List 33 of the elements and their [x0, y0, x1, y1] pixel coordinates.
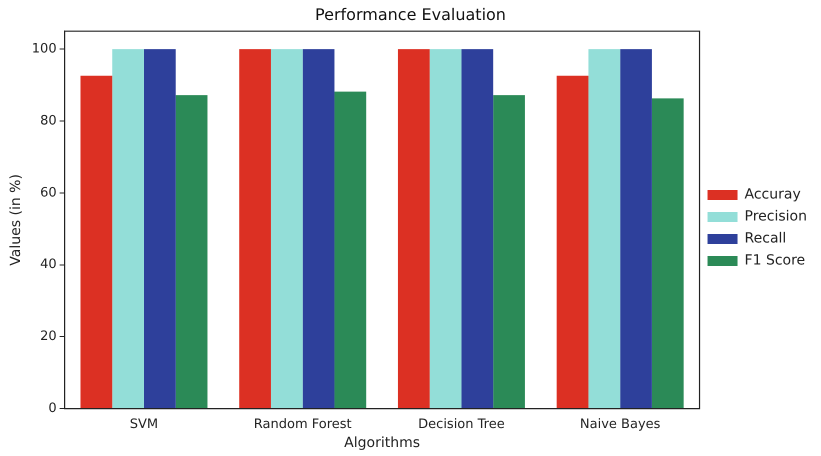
bar [588, 49, 620, 408]
y-tick-label: 100 [32, 42, 57, 57]
x-tick-label: Random Forest [254, 416, 352, 432]
y-tick-label: 60 [40, 185, 57, 200]
legend-label: Accuray [744, 186, 801, 203]
bar [398, 49, 430, 408]
bar [144, 49, 176, 408]
bar [493, 95, 525, 408]
y-tick-label: 20 [40, 329, 57, 344]
legend-label: Recall [744, 230, 786, 247]
bar [556, 76, 588, 408]
bar [176, 95, 208, 408]
chart-title: Performance Evaluation [315, 4, 506, 24]
bar [80, 76, 112, 408]
y-axis-title: Values (in %) [8, 174, 24, 266]
x-axis-title: Algorithms [344, 435, 420, 452]
bar [112, 49, 144, 408]
y-tick-label: 0 [48, 400, 57, 416]
bar [334, 92, 366, 408]
bar [302, 49, 334, 408]
x-tick-label: Decision Tree [418, 416, 505, 432]
bar [620, 49, 652, 408]
y-tick-label: 80 [40, 113, 57, 128]
legend-label: Precision [744, 208, 807, 225]
bar [270, 49, 303, 408]
x-tick-label: Naive Bayes [580, 416, 661, 432]
bar [461, 49, 494, 408]
bar [239, 49, 271, 408]
x-tick-label: SVM [130, 416, 158, 432]
bar [430, 49, 462, 408]
bar [652, 98, 684, 408]
legend-label: F1 Score [744, 252, 806, 269]
y-tick-label: 40 [40, 257, 57, 272]
